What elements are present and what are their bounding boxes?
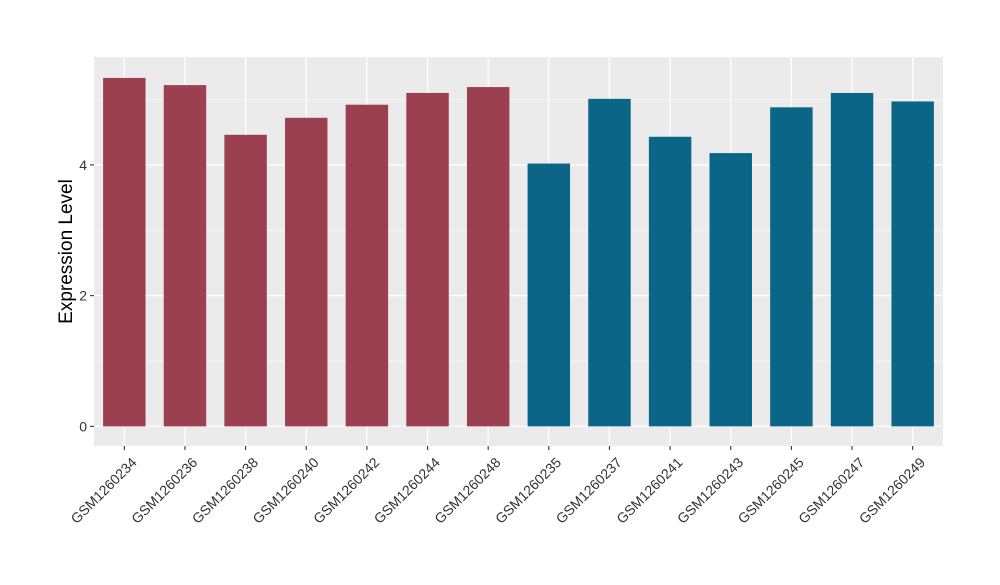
bar-GSM1260242 bbox=[345, 104, 389, 427]
x-axis: GSM1260234GSM1260236GSM1260238GSM1260240… bbox=[67, 446, 928, 527]
bar-GSM1260237 bbox=[588, 98, 631, 427]
y-axis: 0 2 4 bbox=[79, 157, 94, 434]
bars bbox=[103, 77, 934, 427]
y-axis-title: Expression Level bbox=[56, 179, 77, 324]
y-tick-label: 2 bbox=[79, 288, 87, 304]
bar-GSM1260248 bbox=[466, 87, 510, 427]
bar-GSM1260238 bbox=[224, 134, 267, 427]
y-tick-label: 4 bbox=[79, 157, 87, 173]
bar-GSM1260245 bbox=[770, 107, 813, 427]
bar-GSM1260235 bbox=[527, 163, 571, 427]
plot-background bbox=[94, 57, 943, 446]
bar-GSM1260240 bbox=[285, 117, 328, 427]
bar-GSM1260243 bbox=[709, 153, 752, 427]
y-tick-label: 0 bbox=[79, 418, 87, 434]
bar-GSM1260247 bbox=[830, 92, 874, 427]
bar-GSM1260241 bbox=[648, 136, 692, 427]
bar-GSM1260234 bbox=[103, 77, 146, 427]
bar-GSM1260236 bbox=[163, 85, 207, 427]
bar-GSM1260244 bbox=[406, 92, 449, 427]
bar-GSM1260249 bbox=[891, 101, 934, 427]
